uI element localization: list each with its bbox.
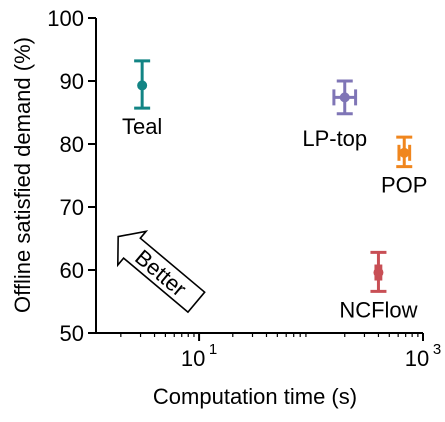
point-marker — [399, 147, 410, 158]
point-marker — [137, 80, 148, 91]
y-tick-label: 100 — [47, 6, 84, 31]
y-axis-title: Offline satisfied demand (%) — [10, 37, 35, 313]
data-point-pop: POP — [381, 135, 427, 198]
x-ticks: 10 1 10 3 — [120, 333, 441, 371]
point-marker — [339, 92, 350, 103]
point-label: LP-top — [302, 126, 367, 151]
point-label: Teal — [122, 114, 162, 139]
better-arrow-icon — [116, 230, 206, 314]
x-tick-exponent: 1 — [209, 341, 217, 358]
y-ticks: 50 60 70 80 90 100 — [47, 6, 96, 346]
x-tick-label: 10 — [181, 346, 205, 371]
x-tick-exponent: 3 — [433, 341, 441, 358]
y-tick-label: 60 — [60, 258, 84, 283]
y-tick-label: 80 — [60, 132, 84, 157]
better-annotation: Better — [116, 230, 206, 314]
data-point-ncflow: NCFlow — [339, 250, 418, 322]
point-label: POP — [381, 173, 427, 198]
data-point-lp-top: LP-top — [302, 79, 367, 151]
point-marker — [373, 267, 384, 278]
axes — [95, 18, 423, 334]
x-tick-label: 10 — [405, 346, 429, 371]
data-points: Teal LP-top POP NCFlow — [122, 59, 427, 322]
point-label: NCFlow — [339, 297, 417, 322]
data-point-teal: Teal — [122, 59, 162, 139]
y-tick-label: 70 — [60, 195, 84, 220]
y-tick-label: 90 — [60, 69, 84, 94]
x-axis-title: Computation time (s) — [153, 384, 357, 409]
y-tick-label: 50 — [60, 321, 84, 346]
